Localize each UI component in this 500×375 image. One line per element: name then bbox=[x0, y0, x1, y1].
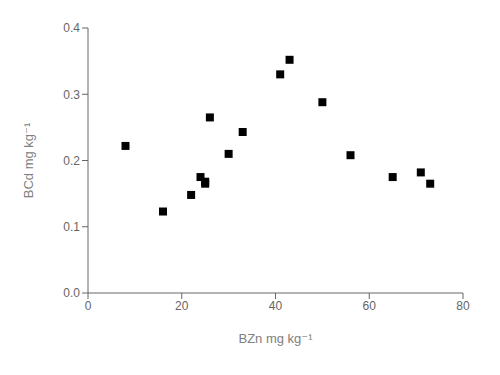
svg-text:0.3: 0.3 bbox=[63, 88, 80, 102]
svg-text:0.2: 0.2 bbox=[63, 154, 80, 168]
svg-text:BCd mg kg⁻¹: BCd mg kg⁻¹ bbox=[21, 122, 36, 198]
svg-text:BZn mg kg⁻¹: BZn mg kg⁻¹ bbox=[238, 331, 313, 346]
svg-text:0.1: 0.1 bbox=[63, 220, 80, 234]
svg-text:20: 20 bbox=[175, 299, 189, 313]
svg-text:0.0: 0.0 bbox=[63, 286, 80, 300]
svg-text:0.4: 0.4 bbox=[63, 21, 80, 35]
svg-text:40: 40 bbox=[269, 299, 283, 313]
svg-text:80: 80 bbox=[456, 299, 470, 313]
svg-text:0: 0 bbox=[85, 299, 92, 313]
svg-text:60: 60 bbox=[363, 299, 377, 313]
